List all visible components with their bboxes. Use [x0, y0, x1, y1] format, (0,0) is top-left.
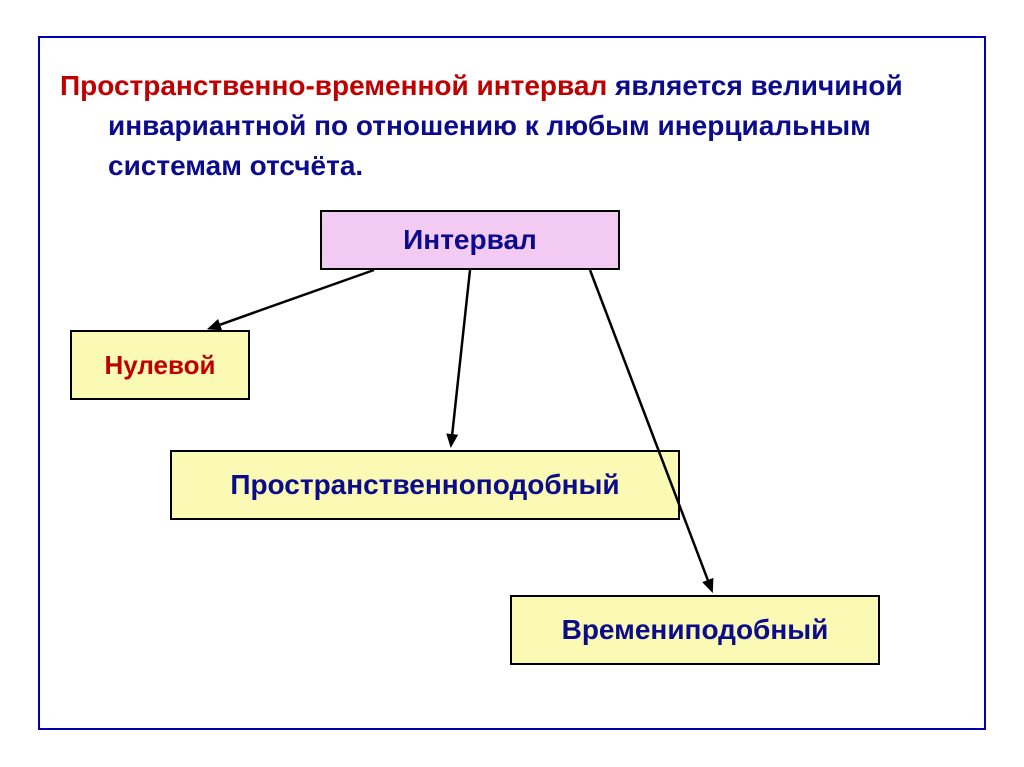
box-zero: Нулевой — [70, 330, 250, 400]
box-temporal-label: Времениподобный — [562, 614, 829, 646]
box-temporal: Времениподобный — [510, 595, 880, 665]
box-zero-label: Нулевой — [104, 350, 215, 381]
heading: Пространственно-временной интервал являе… — [60, 66, 1008, 186]
box-root: Интервал — [320, 210, 620, 270]
box-spatial-label: Пространственноподобный — [230, 469, 619, 501]
heading-highlight: Пространственно-временной интервал — [60, 70, 607, 101]
box-root-label: Интервал — [403, 224, 537, 256]
box-spatial: Пространственноподобный — [170, 450, 680, 520]
